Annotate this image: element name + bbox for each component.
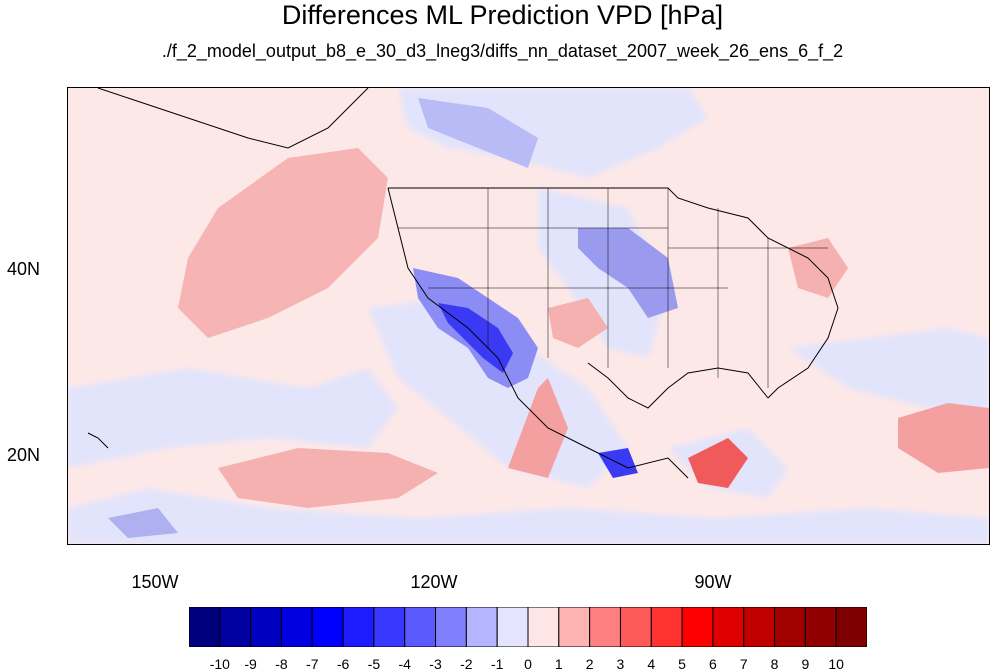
lat-label-20n: 20N — [6, 445, 40, 465]
lat-label-40n: 40N — [6, 259, 40, 279]
colorbar-swatch — [311, 606, 344, 648]
red-region-tropical-pacific — [218, 448, 438, 508]
colorbar-tick-label: 1 — [554, 656, 563, 672]
colorbar-swatch — [804, 606, 837, 648]
blue-region-west-pacific — [108, 508, 178, 538]
colorbar-tick-label: -7 — [306, 656, 319, 672]
red-region-pacific-high — [178, 148, 388, 338]
colorbar-tick-label: -10 — [209, 656, 230, 672]
blue-band-south — [68, 488, 989, 544]
blue-band-atlantic — [788, 328, 989, 418]
colorbar-swatches — [188, 606, 868, 648]
colorbar-tick-label: -9 — [244, 656, 257, 672]
colorbar-swatch — [342, 606, 375, 648]
colorbar-swatch — [465, 606, 498, 648]
colorbar-swatch — [404, 606, 437, 648]
colorbar-swatch — [373, 606, 406, 648]
colorbar-swatch — [496, 606, 529, 648]
figure-subtitle: ./f_2_model_output_b8_e_30_d3_lneg3/diff… — [161, 41, 844, 61]
colorbar-tick-label: 7 — [739, 656, 748, 672]
colorbar-swatch — [250, 606, 282, 648]
colorbar-tick-label: 6 — [709, 656, 717, 672]
colorbar-swatch — [712, 606, 745, 648]
vpd-difference-map — [68, 88, 989, 544]
colorbar-tick-label: -5 — [367, 656, 381, 672]
colorbar-swatch — [280, 606, 313, 648]
colorbar — [188, 606, 868, 648]
red-region-atlantic — [898, 403, 989, 473]
colorbar-tick-label: 5 — [678, 656, 686, 672]
colorbar-tick-label: -2 — [460, 656, 473, 672]
colorbar-tick-label: 8 — [770, 656, 779, 672]
colorbar-swatch — [650, 606, 683, 648]
colorbar-tick-label: -6 — [336, 656, 350, 672]
colorbar-tick-label: -4 — [398, 656, 411, 672]
colorbar-swatch — [188, 606, 221, 648]
colorbar-tick-label: -1 — [490, 656, 504, 672]
colorbar-tick-label: 2 — [585, 656, 594, 672]
coastline — [87, 88, 839, 479]
colorbar-swatch — [589, 606, 621, 648]
colorbar-swatch — [774, 606, 806, 648]
colorbar-tick-label: 4 — [647, 656, 656, 672]
colorbar-swatch — [835, 606, 868, 648]
colorbar-tick-label: -8 — [275, 656, 288, 672]
blue-band-central — [538, 188, 668, 358]
red-region-honduras — [688, 438, 748, 488]
blue-region-southwest-core — [438, 303, 513, 373]
colorbar-tick-label: -3 — [429, 656, 442, 672]
colorbar-swatch — [681, 606, 714, 648]
map-panel — [67, 87, 990, 545]
lon-label-90w: 90W — [694, 572, 732, 592]
state-borders — [398, 188, 828, 388]
lon-label-150w: 150W — [131, 572, 179, 592]
colorbar-tick-label: 9 — [801, 656, 810, 672]
colorbar-tick-label: 10 — [828, 656, 844, 672]
colorbar-swatch — [435, 606, 467, 648]
red-region-southwest-nm — [548, 298, 608, 348]
colorbar-swatch — [219, 606, 252, 648]
blue-region-plains — [578, 228, 678, 318]
red-region-mexico — [508, 378, 568, 478]
colorbar-swatch — [743, 606, 776, 648]
colorbar-swatch — [619, 606, 652, 648]
lon-label-120w: 120W — [410, 572, 458, 592]
figure-title: Differences ML Prediction VPD [hPa] — [281, 0, 724, 30]
colorbar-swatch — [558, 606, 591, 648]
blue-band-pacific — [68, 368, 398, 468]
colorbar-tick-label: 3 — [616, 656, 625, 672]
blue-region-northwest — [418, 98, 538, 168]
colorbar-tick-label: 0 — [524, 656, 532, 672]
colorbar-swatch — [527, 606, 560, 648]
